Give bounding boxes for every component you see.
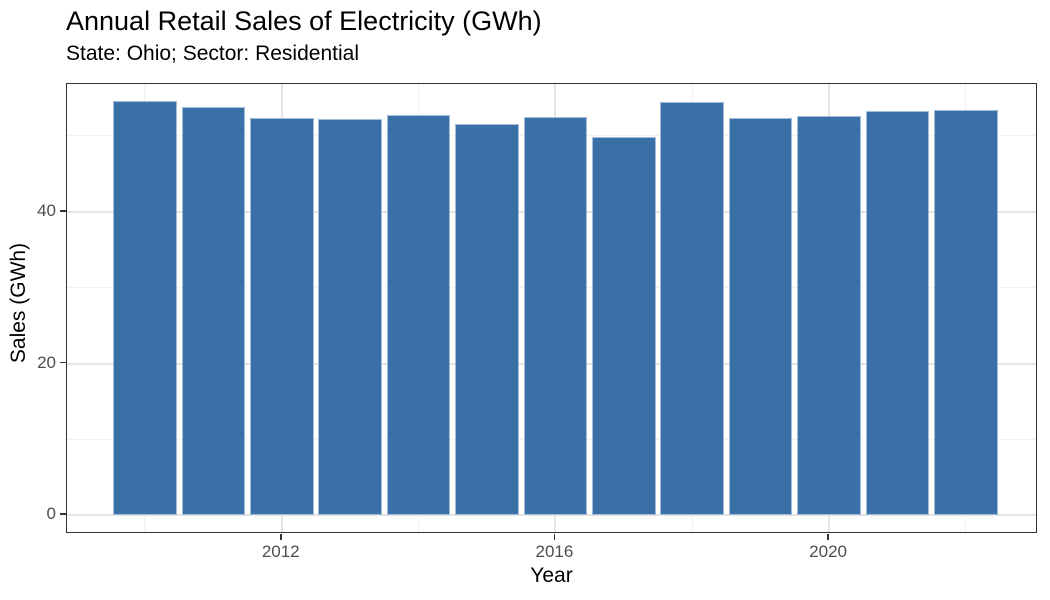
x-tick-label: 2016: [535, 542, 574, 561]
chart-subtitle: State: Ohio; Sector: Residential: [66, 42, 359, 65]
bar-2018: [660, 101, 725, 516]
x-tick-label: 2012: [261, 542, 300, 561]
bar-2010: [113, 100, 177, 516]
x-axis-tick: [279, 534, 282, 540]
bar-2019: [728, 118, 793, 516]
bar-2015: [455, 124, 519, 516]
bar-2014: [386, 114, 451, 516]
y-axis-title: Sales (GWh): [7, 242, 30, 364]
bar-2016: [523, 116, 588, 516]
y-axis-tick: [60, 361, 66, 364]
x-axis-title: Year: [530, 564, 573, 587]
bar-2020: [797, 116, 861, 516]
x-axis-tick: [553, 534, 556, 540]
x-tick-label: 2020: [809, 542, 847, 561]
y-tick-label: 20: [37, 352, 56, 372]
gridline-y-major: [67, 514, 1036, 517]
bar-2013: [318, 119, 382, 516]
x-axis-tick: [827, 534, 829, 540]
bar-2017: [592, 136, 656, 516]
bar-2021: [865, 110, 930, 516]
chart-title: Annual Retail Sales of Electricity (GWh): [66, 6, 542, 36]
bar-2012: [249, 117, 314, 516]
bar-2011: [181, 106, 246, 516]
y-tick-label: 40: [37, 200, 56, 220]
plot-panel: [66, 83, 1037, 533]
y-tick-label: 0: [46, 504, 56, 524]
bar-2022: [934, 109, 998, 516]
y-axis-tick: [60, 209, 66, 212]
y-axis-tick: [60, 513, 66, 516]
